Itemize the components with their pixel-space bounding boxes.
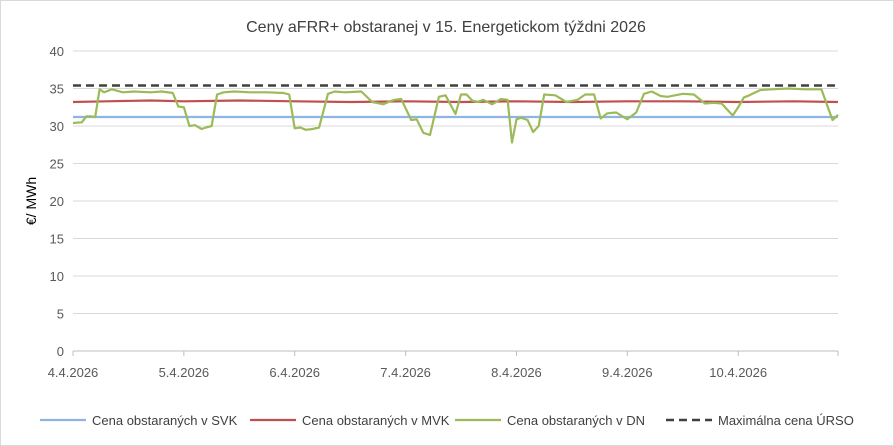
x-tick-label: 9.4.2026 [602,365,653,380]
legend-label: Cena obstaraných v DN [507,413,645,428]
legend-label: Cena obstaraných v SVK [92,413,238,428]
y-tick-label: 40 [50,44,64,59]
legend: Cena obstaraných v SVK Cena obstaraných v… [40,413,854,428]
chart-title: Ceny aFRR+ obstaranej v 15. Energetickom… [246,19,646,36]
y-axis-label: €/ MWh [23,177,39,225]
y-tick-label: 0 [57,344,64,359]
series-line-2 [72,87,839,144]
series-lines [72,84,839,144]
y-tick-label: 35 [50,82,64,97]
y-tick-label: 15 [50,232,64,247]
x-tick-label: 6.4.2026 [269,365,320,380]
x-tick-label: 4.4.2026 [48,365,99,380]
x-axis: 4.4.2026 5.4.2026 6.4.2026 7.4.2026 8.4.2026… [48,350,839,380]
y-tick-label: 30 [50,119,64,134]
y-tick-label: 25 [50,157,64,172]
y-tick-label: 20 [50,194,64,209]
x-tick-label: 10.4.2026 [709,365,767,380]
x-tick-label: 8.4.2026 [491,365,542,380]
x-tick-label: 7.4.2026 [380,365,431,380]
series-line-1 [72,99,839,104]
legend-label: Cena obstaraných v MVK [302,413,450,428]
y-tick-label: 5 [57,307,64,322]
gridlines [73,50,838,352]
legend-label: Maximálna cena ÚRSO [718,413,854,428]
y-tick-label: 10 [50,269,64,284]
x-tick-label: 5.4.2026 [159,365,210,380]
y-tick-labels: 0 5 10 15 20 25 30 35 40 [50,44,64,359]
